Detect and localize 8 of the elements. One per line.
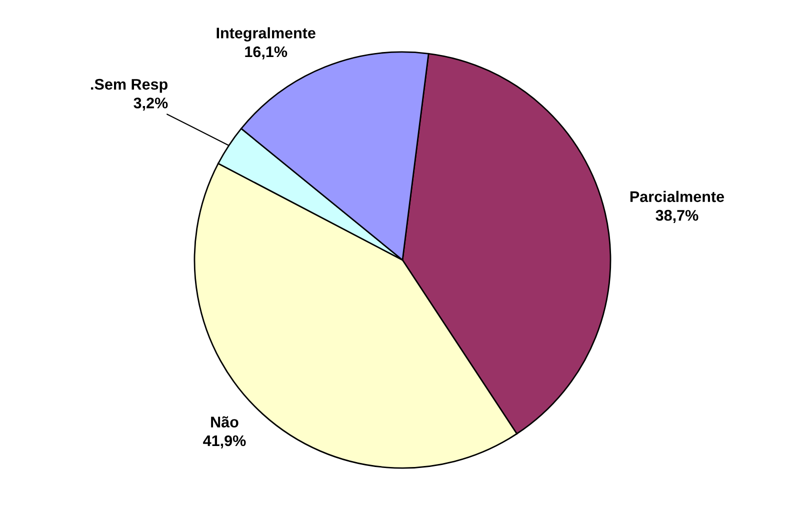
data-label: 41,9%: [203, 435, 246, 448]
slice-label: .Sem Resp: [91, 78, 168, 93]
slice-label: Parcialmente: [630, 190, 724, 202]
data-label: 3,2%: [134, 98, 168, 111]
slice-label: Integralmente: [216, 27, 316, 42]
data-label: 16,1%: [245, 46, 288, 60]
data-label: 38,7%: [656, 210, 698, 223]
slice-label: Não: [211, 416, 238, 428]
